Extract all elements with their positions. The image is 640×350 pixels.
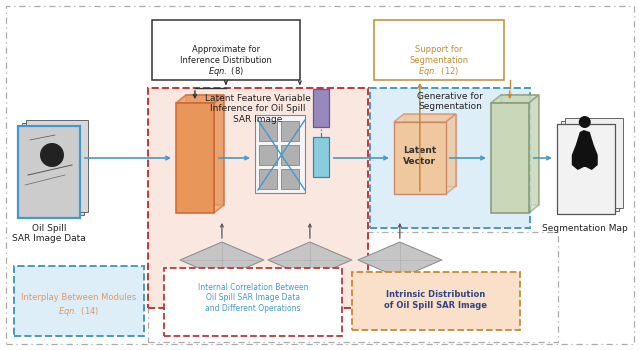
Polygon shape <box>446 114 456 194</box>
Polygon shape <box>180 242 264 278</box>
Polygon shape <box>176 95 224 103</box>
Bar <box>255 115 305 193</box>
Polygon shape <box>491 95 539 103</box>
Text: Interplay Between Modules: Interplay Between Modules <box>21 294 136 302</box>
Text: $\it{Eqn.}$ (12): $\it{Eqn.}$ (12) <box>418 65 460 78</box>
Text: Segmentation Map: Segmentation Map <box>542 224 628 233</box>
Text: Oil Spill
SAR Image Data: Oil Spill SAR Image Data <box>12 224 86 243</box>
Bar <box>259 145 277 165</box>
Bar <box>561 121 619 211</box>
FancyBboxPatch shape <box>152 20 300 80</box>
Polygon shape <box>404 114 456 186</box>
Polygon shape <box>268 242 352 278</box>
Polygon shape <box>491 103 529 213</box>
Text: $\it{Eqn.}$ (8): $\it{Eqn.}$ (8) <box>208 65 244 78</box>
Polygon shape <box>358 242 442 278</box>
Text: Generative for
Segmentation: Generative for Segmentation <box>417 92 483 111</box>
Polygon shape <box>186 95 224 205</box>
Text: $\it{Eqn.}$ (14): $\it{Eqn.}$ (14) <box>58 306 100 318</box>
FancyBboxPatch shape <box>374 20 504 80</box>
Polygon shape <box>529 95 539 213</box>
Polygon shape <box>501 95 539 205</box>
FancyBboxPatch shape <box>148 88 368 308</box>
Bar <box>18 126 80 218</box>
Bar <box>22 123 84 215</box>
FancyBboxPatch shape <box>14 266 144 336</box>
Bar <box>259 121 277 141</box>
FancyBboxPatch shape <box>164 268 342 336</box>
Bar <box>259 169 277 189</box>
FancyBboxPatch shape <box>352 272 520 330</box>
Bar <box>564 118 623 208</box>
Bar <box>557 124 615 214</box>
Bar <box>313 137 329 177</box>
Polygon shape <box>394 122 446 194</box>
Bar <box>18 126 80 218</box>
Polygon shape <box>176 103 214 213</box>
Text: Internal Correlation Between
Oil Spill SAR Image Data
and Different Operations: Internal Correlation Between Oil Spill S… <box>198 283 308 313</box>
Bar <box>313 89 329 127</box>
Polygon shape <box>394 114 456 122</box>
Text: Intrinsic Distribution
of Oil Spill SAR Image: Intrinsic Distribution of Oil Spill SAR … <box>385 290 487 310</box>
Bar <box>281 121 299 141</box>
Bar <box>557 124 615 214</box>
Text: Support for
Segmentation: Support for Segmentation <box>409 45 468 65</box>
Circle shape <box>579 116 591 128</box>
Text: Latent
Vector: Latent Vector <box>403 146 436 166</box>
Polygon shape <box>572 130 598 170</box>
Circle shape <box>40 143 64 167</box>
Text: Approximate for
Inference Distribution: Approximate for Inference Distribution <box>180 45 272 65</box>
Bar <box>281 169 299 189</box>
FancyBboxPatch shape <box>370 88 530 228</box>
Bar <box>26 120 88 212</box>
Text: Latent Feature Variable
Inference for Oil Spill
SAR Image: Latent Feature Variable Inference for Oi… <box>205 94 311 124</box>
Polygon shape <box>214 95 224 213</box>
Bar <box>281 145 299 165</box>
